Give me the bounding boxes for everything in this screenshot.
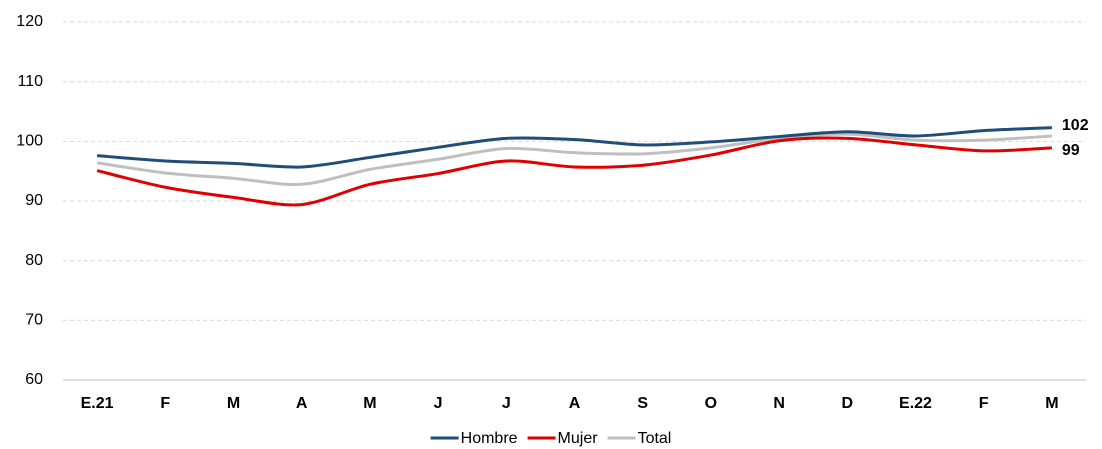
y-tick-label: 60 bbox=[25, 371, 43, 388]
legend-label: Mujer bbox=[558, 430, 599, 447]
line-series bbox=[96, 126, 1052, 169]
x-tick-label: J bbox=[502, 395, 511, 412]
y-tick-label: 120 bbox=[16, 13, 43, 30]
value-label: 99 bbox=[1062, 142, 1080, 159]
y-tick-label: 80 bbox=[25, 252, 43, 269]
x-tick-label: M bbox=[227, 395, 240, 412]
x-tick-label: O bbox=[705, 395, 717, 412]
legend-label: Hombre bbox=[461, 430, 518, 447]
x-tick-label: E.21 bbox=[81, 395, 114, 412]
legend-label: Total bbox=[638, 430, 672, 447]
x-tick-label: A bbox=[569, 395, 581, 412]
x-tick-label: F bbox=[160, 395, 170, 412]
x-tick-label: S bbox=[637, 395, 648, 412]
y-tick-label: 110 bbox=[17, 73, 43, 90]
x-tick-label: F bbox=[979, 395, 989, 412]
x-tick-label: J bbox=[434, 395, 443, 412]
x-tick-label: N bbox=[773, 395, 785, 412]
value-label: 102 bbox=[1062, 117, 1089, 134]
x-tick-label: M bbox=[363, 395, 376, 412]
line-series bbox=[96, 132, 1052, 186]
y-tick-label: 70 bbox=[25, 312, 43, 329]
y-tick-label: 100 bbox=[16, 133, 43, 150]
y-tick-label: 90 bbox=[25, 192, 43, 209]
x-tick-label: A bbox=[296, 395, 308, 412]
x-tick-label: D bbox=[842, 395, 854, 412]
x-tick-label: M bbox=[1045, 395, 1058, 412]
x-tick-label: E.22 bbox=[899, 395, 932, 412]
line-series bbox=[96, 136, 1052, 207]
